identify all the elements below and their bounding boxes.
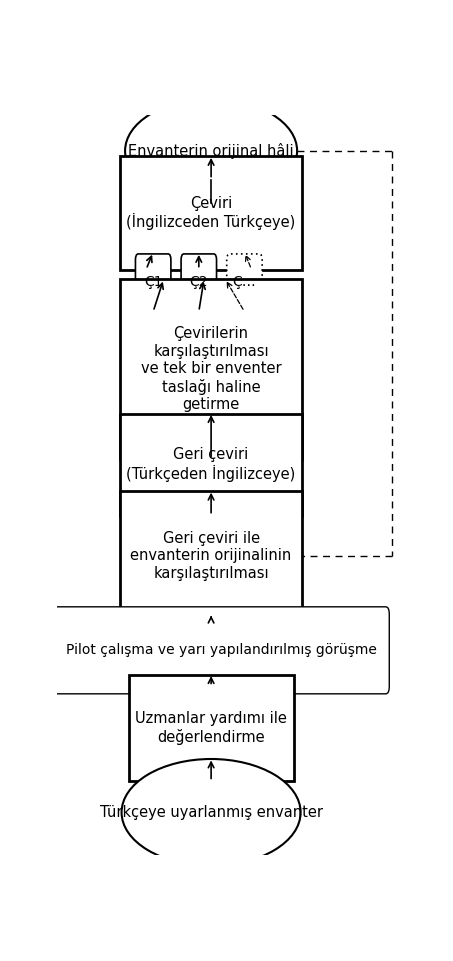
Text: Pilot çalışma ve yarı yapılandırılmış görüşme: Pilot çalışma ve yarı yapılandırılmış gö… bbox=[66, 643, 377, 657]
Text: Ç1: Ç1 bbox=[144, 275, 163, 289]
Text: Geri çeviri
(Türkçeden İngilizceye): Geri çeviri (Türkçeden İngilizceye) bbox=[126, 447, 296, 482]
Ellipse shape bbox=[121, 759, 301, 866]
Text: Türkçeye uyarlanmış envanter: Türkçeye uyarlanmış envanter bbox=[100, 805, 323, 820]
FancyBboxPatch shape bbox=[120, 157, 302, 269]
Text: Çevirilerin
karşılaştırılması
ve tek bir enventer
taslağı haline
getirme: Çevirilerin karşılaştırılması ve tek bir… bbox=[141, 326, 281, 412]
Text: Envanterin orijinal hâli: Envanterin orijinal hâli bbox=[128, 143, 294, 159]
FancyBboxPatch shape bbox=[120, 279, 302, 459]
FancyBboxPatch shape bbox=[54, 606, 389, 694]
Text: Geri çeviri ile
envanterin orijinalinin
karşılaştırılması: Geri çeviri ile envanterin orijinalinin … bbox=[130, 530, 292, 580]
Text: Ç2: Ç2 bbox=[189, 275, 208, 289]
FancyBboxPatch shape bbox=[135, 254, 171, 309]
FancyBboxPatch shape bbox=[226, 254, 262, 309]
Text: Uzmanlar yardımı ile
değerlendirme: Uzmanlar yardımı ile değerlendirme bbox=[135, 711, 287, 745]
FancyBboxPatch shape bbox=[120, 491, 302, 620]
Text: Çeviri
(İngilizceden Türkçeye): Çeviri (İngilizceden Türkçeye) bbox=[126, 196, 296, 231]
FancyBboxPatch shape bbox=[120, 413, 302, 516]
Ellipse shape bbox=[125, 99, 297, 203]
FancyBboxPatch shape bbox=[129, 675, 294, 781]
FancyBboxPatch shape bbox=[181, 254, 217, 309]
Text: Ç…: Ç… bbox=[232, 275, 256, 289]
